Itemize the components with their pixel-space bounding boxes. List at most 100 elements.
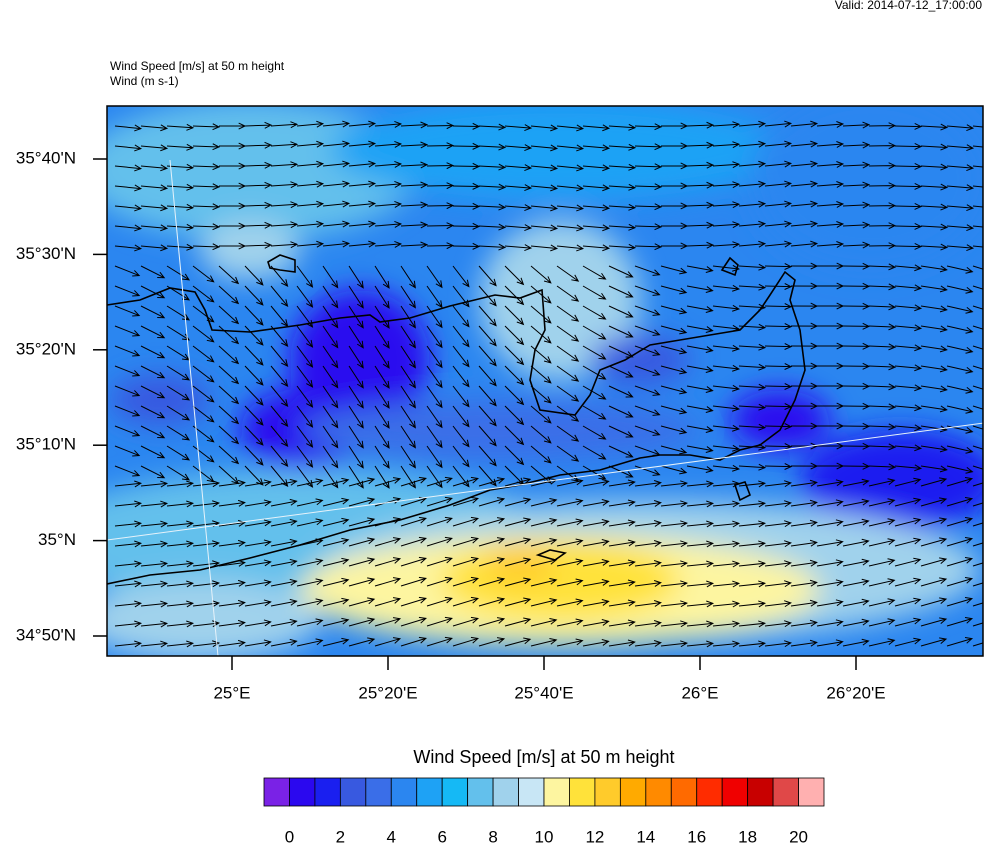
wind-arrow xyxy=(244,499,272,507)
wind-arrow xyxy=(816,579,844,587)
wind-arrow xyxy=(400,181,429,189)
wind-arrow xyxy=(738,600,767,608)
wind-arrow xyxy=(426,516,453,527)
wind-arrow xyxy=(374,385,390,409)
wind-arrow xyxy=(764,443,793,450)
wind-arrow xyxy=(348,325,364,349)
wind-arrow xyxy=(244,539,272,547)
wind-arrow xyxy=(634,385,661,396)
wind-arrow xyxy=(140,265,166,279)
wind-arrow xyxy=(140,385,166,399)
wind-arrow xyxy=(660,620,688,628)
wind-arrow xyxy=(582,559,610,567)
wind-arrow xyxy=(426,222,455,230)
wind-arrow xyxy=(296,598,324,607)
wind-arrow xyxy=(634,580,662,587)
colorbar-label: 4 xyxy=(387,827,396,845)
wind-arrow xyxy=(244,465,264,486)
wind-arrow xyxy=(218,142,247,150)
wind-arrow xyxy=(296,180,325,188)
wind-arrow xyxy=(114,520,143,528)
wind-arrow xyxy=(452,385,470,408)
wind-arrow xyxy=(608,183,637,191)
colorbar-box xyxy=(289,777,316,807)
wind-arrow xyxy=(114,480,143,488)
wind-arrow xyxy=(972,265,983,270)
wind-arrow xyxy=(582,599,610,607)
wind-arrow xyxy=(972,165,983,168)
wind-arrow xyxy=(530,497,558,507)
wind-arrow xyxy=(166,620,195,628)
wind-arrow xyxy=(660,385,688,395)
wind-arrow xyxy=(556,558,584,567)
wind-arrow xyxy=(244,181,273,189)
wind-arrow xyxy=(634,143,663,151)
wind-arrow xyxy=(686,345,714,353)
wind-arrow xyxy=(686,640,715,648)
wind-arrow xyxy=(322,120,351,128)
wind-arrow xyxy=(660,445,688,455)
wind-arrow xyxy=(530,445,552,464)
wind-arrow xyxy=(920,497,948,507)
wind-arrow xyxy=(114,204,143,212)
wind-arrow xyxy=(816,519,844,527)
wind-arrow xyxy=(270,558,298,567)
wind-arrow xyxy=(504,224,533,232)
wind-arrow xyxy=(530,385,552,404)
wind-arrow xyxy=(426,305,443,329)
wind-arrow xyxy=(868,558,896,567)
wind-arrow xyxy=(114,620,143,628)
wind-arrow xyxy=(712,264,740,272)
wind-arrow xyxy=(608,639,636,647)
wind-arrow xyxy=(660,540,688,548)
wind-arrow xyxy=(400,596,427,607)
wind-arrow xyxy=(608,559,636,567)
wind-arrow xyxy=(790,639,818,647)
map-field xyxy=(107,106,983,656)
wind-arrow xyxy=(816,241,845,248)
wind-arrow xyxy=(322,637,350,647)
wind-arrow xyxy=(114,345,141,357)
wind-arrow xyxy=(946,637,974,647)
wind-arrow xyxy=(738,620,767,628)
colorbar-label: 20 xyxy=(789,827,808,845)
wind-arrow xyxy=(348,637,376,647)
wind-arrow xyxy=(270,618,298,627)
wind-arrow xyxy=(426,405,443,429)
colorbar-label: 14 xyxy=(636,827,655,845)
wind-arrow xyxy=(166,500,195,508)
wind-arrow xyxy=(114,244,143,252)
wind-arrow xyxy=(582,639,610,647)
wind-arrow xyxy=(504,365,525,386)
wind-arrow xyxy=(634,163,663,171)
wind-arrow xyxy=(296,345,314,368)
wind-arrow xyxy=(530,637,558,647)
wind-arrow xyxy=(842,181,871,189)
wind-arrow xyxy=(556,204,585,212)
wind-arrow xyxy=(140,620,169,628)
wind-arrow xyxy=(348,160,377,168)
wind-arrow xyxy=(270,405,289,427)
wind-arrow xyxy=(114,385,141,397)
wind-arrow xyxy=(972,185,983,188)
wind-arrow xyxy=(764,303,793,310)
wind-arrow xyxy=(556,365,580,382)
wind-arrow xyxy=(946,184,975,192)
wind-arrow xyxy=(140,305,166,319)
wind-arrow xyxy=(374,265,390,289)
wind-arrow xyxy=(712,444,740,452)
wind-arrow xyxy=(192,123,221,131)
wind-arrow xyxy=(218,405,240,425)
wind-arrow xyxy=(504,617,532,627)
wind-arrow xyxy=(712,640,741,648)
wind-arrow xyxy=(712,600,741,608)
wind-arrow xyxy=(920,597,948,607)
wind-arrow xyxy=(244,141,273,149)
wind-arrow xyxy=(296,265,314,288)
wind-arrow xyxy=(114,265,141,277)
wind-arrow xyxy=(868,638,896,647)
wind-arrow xyxy=(738,520,767,528)
wind-arrow xyxy=(920,265,948,273)
wind-arrow xyxy=(244,425,264,446)
wind-arrow xyxy=(764,220,793,228)
